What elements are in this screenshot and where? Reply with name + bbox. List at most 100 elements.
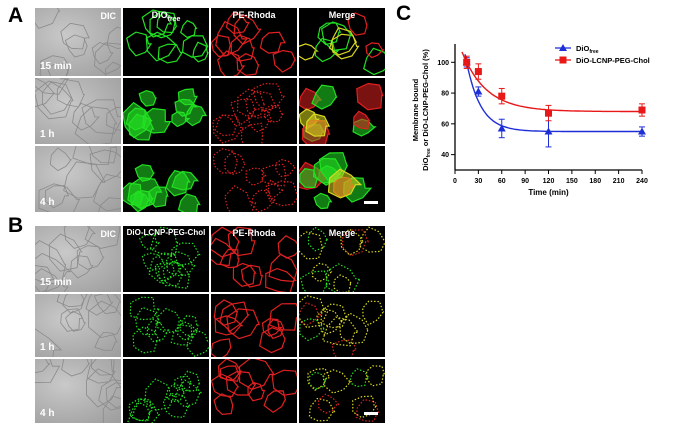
legend-label-text: DiO <box>576 44 590 53</box>
legend-marker-triangle <box>559 44 567 51</box>
fluorescent-cell-outline <box>225 11 250 35</box>
fluorescent-cell-outline <box>224 185 257 212</box>
chart-svg: 0 30 60 90 120 150 180 210 240 40 60 80 100 Time (min… <box>411 44 650 197</box>
fluorescent-cell-outline <box>213 299 239 326</box>
time-label-1h: 1 h <box>40 129 55 140</box>
dic-cell-outline <box>86 368 121 408</box>
x-tick-label: 180 <box>589 178 601 185</box>
fluorescent-cell-outline <box>174 98 199 117</box>
fluorescent-cell-outline <box>313 192 333 210</box>
fluorescent-cell-outline <box>225 370 257 396</box>
x-tick-label: 240 <box>636 178 648 185</box>
time-label-15min: 15 min <box>40 61 72 72</box>
dic-cell-outline <box>72 102 100 131</box>
fluorescent-cell-outline <box>267 180 297 207</box>
fluorescent-cell-outline <box>134 306 162 336</box>
fluorescent-cell-outline <box>314 37 340 63</box>
micrograph-b-dic-4h: 4 h <box>35 359 121 423</box>
data-point-triangle <box>544 127 553 135</box>
fluorescent-cell-outline <box>265 179 285 201</box>
time-label-4h: 4 h <box>40 197 55 208</box>
red-texture <box>211 299 297 357</box>
fluorescent-cell-outline <box>320 303 349 329</box>
green-texture <box>126 9 209 64</box>
micrograph-a-dic-15min: DIC 15 min <box>35 8 121 76</box>
fluorescent-cell-outline <box>238 359 276 391</box>
dic-cell-outline <box>93 294 121 315</box>
fluorescent-cell-outline <box>322 369 353 394</box>
fluorescent-cell-outline <box>299 295 329 329</box>
fluorescent-cell-outline <box>154 262 175 283</box>
fluorescent-cell-outline <box>141 9 173 38</box>
dic-cell-outline <box>63 226 96 249</box>
time-label-1h: 1 h <box>40 342 55 353</box>
data-point-square <box>545 109 552 117</box>
merge-texture <box>299 82 384 144</box>
dic-cell-outline <box>70 255 94 279</box>
fluorescent-cell-outline <box>299 302 323 327</box>
channel-label-dio-lcnp: DiO-LCNP-PEG-Chol <box>126 228 206 237</box>
micrograph-b-dic-15min: DIC 15 min <box>35 226 121 292</box>
dic-cell-outline <box>89 149 121 183</box>
fluorescent-cell-outline <box>165 250 196 277</box>
fluorescent-cell-outline <box>211 373 240 398</box>
channel-label-pe-rhoda: PE-Rhoda <box>232 10 276 20</box>
fluorescent-cell-outline <box>265 267 297 292</box>
fluorescent-cell-outline <box>263 104 285 123</box>
dic-cell-outline <box>105 382 121 409</box>
fluorescent-cell-outline <box>165 383 186 403</box>
micrograph-b-merge-4h <box>299 359 385 423</box>
dic-cell-outline <box>49 147 72 171</box>
fluorescent-cell-outline <box>192 41 209 63</box>
x-tick-label: 120 <box>543 178 555 185</box>
fluorescent-cell-outline <box>308 371 329 390</box>
fluorescent-cell-outline <box>328 27 358 56</box>
fluorescent-cell-outline <box>352 110 371 130</box>
channel-label-merge: Merge <box>328 228 356 238</box>
y-tick-label: 40 <box>441 152 449 159</box>
data-point-square <box>638 106 646 114</box>
dic-cell-outline <box>46 63 69 76</box>
micrograph-b-rhoda-15min: PE-Rhoda <box>211 226 297 292</box>
dic-cell-outline <box>106 106 121 131</box>
data-point-square <box>474 68 482 76</box>
dic-cell-outline <box>86 359 116 384</box>
micrograph-a-dio-15min: DiOfree <box>123 8 209 76</box>
x-tick-label: 210 <box>613 178 625 185</box>
dic-cell-outline <box>35 359 51 374</box>
dic-cell-outline <box>60 308 84 332</box>
fluorescent-cell-outline <box>333 274 353 292</box>
x-tick-label: 90 <box>521 178 529 185</box>
dic-cell-outline <box>35 240 67 286</box>
fluorescent-cell-outline <box>156 11 177 34</box>
dic-cell-outline <box>60 22 90 50</box>
micrograph-a-dic-4h: 4 h <box>35 146 121 212</box>
dic-cell-outline <box>94 42 121 75</box>
green-texture <box>139 226 201 289</box>
dic-cell-outline <box>74 106 118 144</box>
fluorescent-cell-outline <box>263 390 287 414</box>
fluorescent-cell-outline <box>213 393 234 416</box>
fluorescent-cell-outline <box>240 264 264 288</box>
channel-label-dic: DIC <box>100 229 117 239</box>
data-point-triangle <box>497 124 506 132</box>
fluorescent-cell-outline <box>162 393 190 418</box>
dic-cell-outline <box>105 61 121 76</box>
dic-cell-outline <box>94 331 118 351</box>
fluorescent-cell-outline <box>215 20 249 57</box>
y-tick-label: 80 <box>441 91 449 98</box>
fluorescent-cell-outline <box>325 263 361 292</box>
fluorescent-cell-outline <box>268 302 297 331</box>
fluorescent-cell-outline <box>148 252 185 285</box>
y-axis-label-prefix: DiO <box>421 157 430 171</box>
fluorescent-cell-outline <box>277 234 297 259</box>
dic-cell-outline <box>35 265 55 292</box>
dic-cell-outline <box>93 173 121 212</box>
dic-cell-outline <box>35 80 74 120</box>
data-point-square <box>498 92 506 100</box>
fluorescent-cell-outline <box>240 122 264 144</box>
fluorescent-cell-outline <box>227 226 256 257</box>
dic-cell-outline <box>35 8 61 29</box>
fluorescent-cell-outline <box>179 315 199 337</box>
dic-cell-outline <box>72 146 116 165</box>
